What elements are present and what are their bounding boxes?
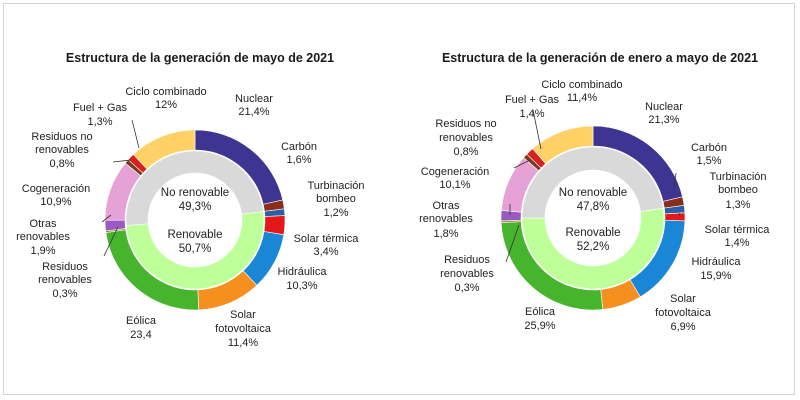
value-turbinacion: 1,2% [323,207,348,219]
label-eolica: Eólica [126,315,157,327]
label-turbinacion-2: bombeo [316,193,356,205]
value-residuos-no-renovables: 0,8% [49,158,74,170]
leader-line [131,119,140,149]
label-hidraulica: Hidráulica [278,266,328,278]
outer-ring-slice-solar-termica [664,212,686,222]
label-eolica: Eólica [525,306,556,318]
label-solar-fotovoltaica-1: Solar [230,309,256,321]
leader-line [513,159,531,169]
value-residuos-no-renovables: 0,8% [453,146,478,158]
leader-line [678,212,681,217]
label-carbon: Carbón [691,142,727,154]
value-eolica: 25,9% [524,320,555,332]
leader-line [505,224,520,263]
center-value-renovable: 52,2% [577,241,610,253]
value-eolica: 23,4 [130,329,151,341]
inner-ring-slice-renovable [521,207,665,290]
label-nuclear: Nuclear [235,93,273,105]
label-solar-fotovoltaica-2: fotovoltaica [215,323,272,335]
chart-left: Estructura de la generación de mayo de 2… [16,51,364,349]
label-residuos-renovables-2: renovables [38,274,92,286]
center-value-no-renovable: 49,3% [179,201,212,213]
label-otras-renovables-2: renovables [16,231,70,243]
value-nuclear: 21,3% [648,114,679,126]
value-cogeneracion: 10,1% [439,179,470,191]
chart-title: Estructura de la generación de mayo de 2… [66,51,334,65]
value-otras-renovables: 1,9% [30,245,55,257]
label-residuos-no-renovables-1: Residuos no [31,131,92,143]
value-fuel-gas: 1,3% [87,116,112,128]
center-label-renovable: Renovable [566,227,621,239]
label-otras-renovables-1: Otras [30,218,57,230]
value-otras-renovables: 1,8% [433,228,458,240]
outer-ring-slice-ciclo-combinado [132,129,196,170]
label-cogeneracion: Cogeneración [421,166,490,178]
value-turbinacion: 1,3% [725,199,750,211]
label-turbinacion-1: Turbinación [709,171,766,183]
label-turbinacion-2: bombeo [718,184,758,196]
center-label-renovable: Renovable [168,229,223,241]
leader-line [673,172,677,190]
label-residuos-no-renovables-2: renovables [35,144,89,156]
label-nuclear: Nuclear [645,101,683,113]
label-ciclo-combinado: Ciclo combinado [541,79,622,91]
value-nuclear: 21,4% [238,106,269,118]
center-label-no-renovable: No renovable [559,187,627,199]
label-otras-renovables-2: renovables [419,213,473,225]
label-carbon: Carbón [281,141,317,153]
donut-rings [500,125,686,311]
center-label-no-renovable: No renovable [161,187,229,199]
outer-ring-slice-ciclo-combinado [532,125,594,165]
label-solar-fotovoltaica-2: fotovoltaica [655,307,712,319]
value-hidraulica: 10,3% [286,280,317,292]
value-solar-termica: 3,4% [313,246,338,258]
label-solar-termica: Solar térmica [705,224,771,236]
value-fuel-gas: 1,4% [519,108,544,120]
label-residuos-renovables-1: Residuos [444,254,490,266]
value-residuos-renovables: 0,3% [52,288,77,300]
label-residuos-no-renovables-2: renovables [439,132,493,144]
label-turbinacion-1: Turbinación [307,180,364,192]
chart-right: Estructura de la generación de enero a m… [419,51,770,333]
value-cogeneracion: 10,9% [40,196,71,208]
value-hidraulica: 15,9% [700,270,731,282]
value-ciclo-combinado: 11,4% [567,92,598,104]
value-solar-fotovoltaica: 11,4% [228,337,259,349]
label-residuos-renovables-1: Residuos [42,261,88,273]
label-cogeneracion: Cogeneración [22,183,91,195]
leader-line [112,159,132,163]
leader-line [532,109,542,150]
label-fuel-gas: Fuel + Gas [505,94,560,106]
label-hidraulica: Hidráulica [692,256,742,268]
center-value-no-renovable: 47,8% [577,201,610,213]
value-solar-fotovoltaica: 6,9% [670,321,695,333]
value-ciclo-combinado: 12% [155,99,177,111]
value-solar-termica: 1,4% [724,237,749,249]
inner-ring-slice-renovable [125,211,265,290]
leader-line [103,226,119,257]
label-solar-termica: Solar térmica [294,233,360,245]
label-residuos-no-renovables-1: Residuos no [435,118,496,130]
leader-line [101,214,112,223]
inner-ring-slice-no-renovable [125,150,264,226]
inner-ring-slice-no-renovable [521,146,664,219]
chart-title: Estructura de la generación de enero a m… [442,51,758,65]
label-fuel-gas: Fuel + Gas [73,102,128,114]
label-residuos-renovables-2: renovables [440,268,494,280]
value-residuos-renovables: 0,3% [454,282,479,294]
label-otras-renovables-1: Otras [433,200,460,212]
value-carbon: 1,5% [696,155,721,167]
donut-rings [104,129,286,311]
center-value-renovable: 50,7% [179,243,212,255]
label-solar-fotovoltaica-1: Solar [670,293,696,305]
label-ciclo-combinado: Ciclo combinado [125,86,206,98]
value-carbon: 1,6% [286,154,311,166]
